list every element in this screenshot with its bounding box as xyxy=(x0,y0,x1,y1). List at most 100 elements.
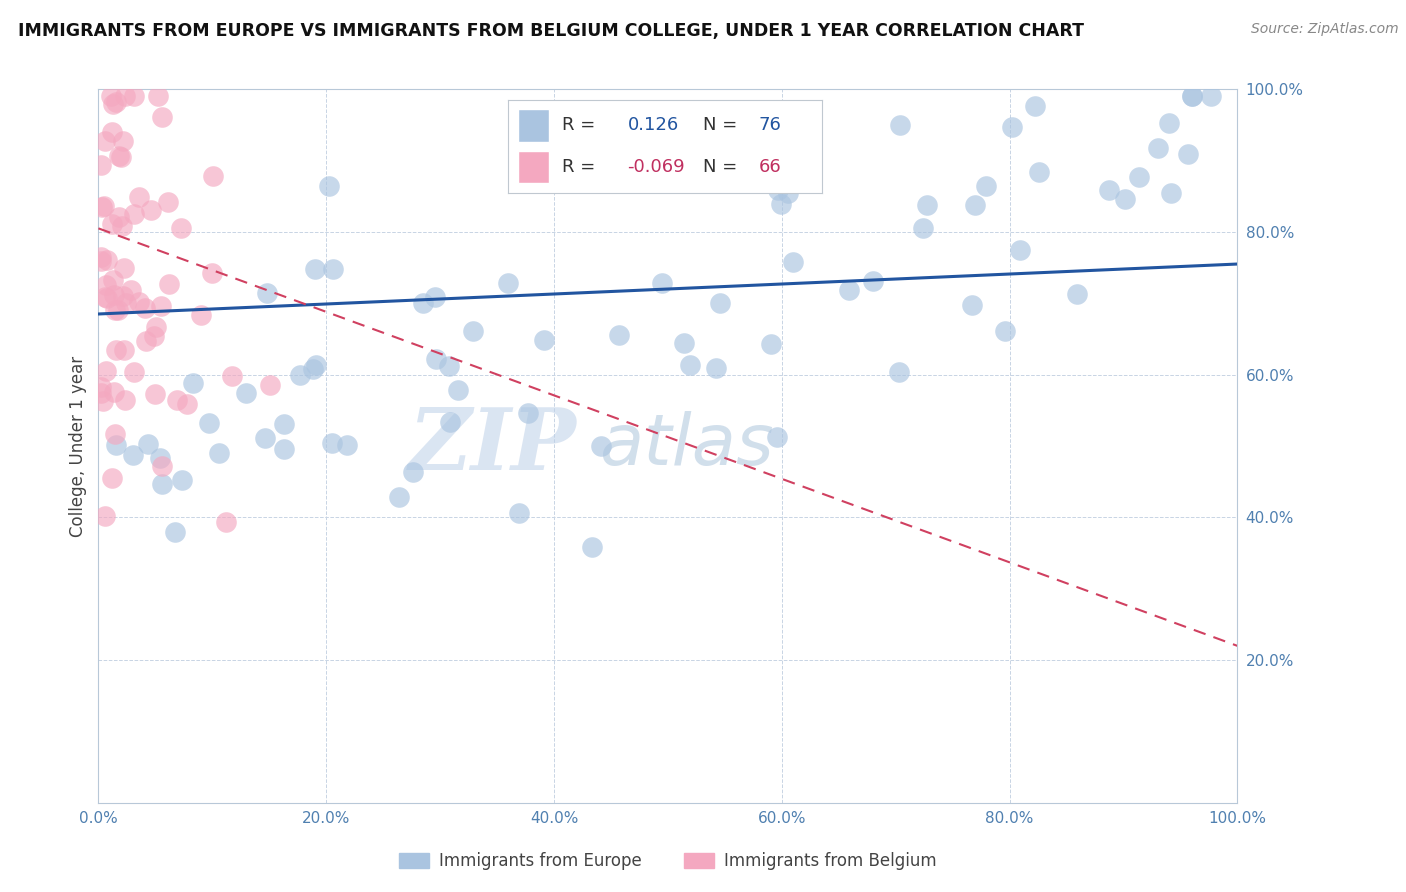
Point xyxy=(423,290,446,304)
Point xyxy=(461,324,484,338)
Point xyxy=(709,295,731,310)
Point xyxy=(318,179,340,194)
Text: Source: ZipAtlas.com: Source: ZipAtlas.com xyxy=(1251,22,1399,37)
Point xyxy=(104,427,127,442)
Point xyxy=(149,450,172,465)
Point xyxy=(100,89,122,103)
Point xyxy=(93,290,115,304)
Point xyxy=(1181,89,1204,103)
Point xyxy=(101,217,124,231)
Point xyxy=(176,397,198,411)
Point xyxy=(201,169,224,184)
Point xyxy=(960,298,983,312)
Point xyxy=(190,308,212,322)
Point xyxy=(90,158,112,172)
Point xyxy=(96,252,118,267)
Point xyxy=(150,458,173,473)
Point xyxy=(143,328,166,343)
Point xyxy=(235,386,257,401)
Point xyxy=(139,202,162,217)
Point xyxy=(120,283,142,297)
Point xyxy=(1157,116,1180,130)
Point xyxy=(145,319,167,334)
Point xyxy=(157,195,180,210)
Point xyxy=(256,286,278,301)
Point xyxy=(128,295,150,310)
Point xyxy=(759,337,782,351)
Point xyxy=(1001,120,1024,135)
Point xyxy=(110,150,132,164)
Point xyxy=(769,196,792,211)
Point xyxy=(94,508,117,523)
Point xyxy=(336,438,359,452)
Point xyxy=(201,266,224,280)
Point xyxy=(90,385,112,400)
Point xyxy=(1128,170,1150,185)
Point xyxy=(305,358,328,372)
Text: ZIP: ZIP xyxy=(409,404,576,488)
Point xyxy=(273,417,295,431)
Point xyxy=(221,368,243,383)
Point xyxy=(589,439,612,453)
Point xyxy=(104,303,127,318)
Point xyxy=(91,393,114,408)
Point xyxy=(103,288,125,302)
Point xyxy=(157,277,180,291)
Point xyxy=(912,220,935,235)
Point xyxy=(651,276,673,290)
Point xyxy=(197,416,219,430)
Point xyxy=(304,261,326,276)
Point xyxy=(862,274,884,288)
Point xyxy=(114,89,136,103)
Point xyxy=(128,190,150,204)
Point xyxy=(104,438,127,452)
Point xyxy=(170,220,193,235)
Point xyxy=(963,198,986,212)
Point xyxy=(581,540,603,554)
Point xyxy=(215,516,238,530)
Point xyxy=(181,376,204,390)
Point xyxy=(150,110,173,124)
Point xyxy=(782,255,804,269)
Point xyxy=(90,380,112,394)
Point xyxy=(1181,89,1204,103)
Point xyxy=(401,465,423,479)
Point xyxy=(93,199,115,213)
Legend: Immigrants from Europe, Immigrants from Belgium: Immigrants from Europe, Immigrants from … xyxy=(392,846,943,877)
Point xyxy=(439,359,461,373)
Point xyxy=(172,474,194,488)
Point xyxy=(90,251,112,265)
Point xyxy=(915,197,938,211)
Point xyxy=(1028,164,1050,178)
Point xyxy=(776,186,799,200)
Point xyxy=(889,118,911,132)
Point xyxy=(1066,286,1088,301)
Point xyxy=(412,295,434,310)
Point xyxy=(101,125,124,139)
Point xyxy=(112,260,135,275)
Point xyxy=(105,95,128,109)
Point xyxy=(124,366,146,380)
Point xyxy=(1199,89,1222,103)
Point xyxy=(114,392,136,407)
Point xyxy=(685,156,707,170)
Point xyxy=(143,386,166,401)
Point xyxy=(166,393,188,408)
Point xyxy=(607,328,630,343)
Point xyxy=(122,207,145,221)
Point xyxy=(121,448,143,462)
Point xyxy=(96,291,118,305)
Y-axis label: College, Under 1 year: College, Under 1 year xyxy=(69,355,87,537)
Point xyxy=(112,134,135,148)
Point xyxy=(301,362,323,376)
Point xyxy=(838,283,860,297)
Point xyxy=(672,336,695,351)
Point xyxy=(704,360,727,375)
Point xyxy=(111,219,134,233)
Point xyxy=(90,201,112,215)
Point xyxy=(105,343,128,358)
Point xyxy=(974,179,997,194)
Point xyxy=(254,431,277,445)
Point xyxy=(112,343,135,357)
Point xyxy=(496,276,519,290)
